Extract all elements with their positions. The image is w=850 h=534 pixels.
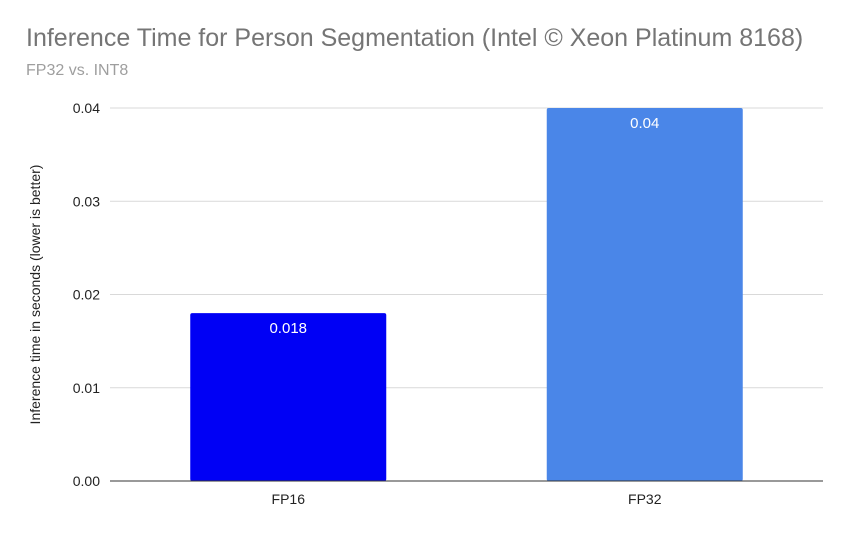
data-label-fp16: 0.018 (269, 320, 307, 337)
bars: 0.018 0.04 (190, 108, 743, 481)
x-axis-ticks: FP16 FP32 (272, 491, 662, 507)
x-tick-label: FP32 (628, 491, 662, 507)
y-axis-title: Inference time in seconds (lower is bett… (27, 165, 43, 425)
y-tick-label: 0.03 (73, 193, 100, 209)
chart-subtitle: FP32 vs. INT8 (26, 62, 129, 79)
y-tick-label: 0.02 (73, 287, 100, 303)
y-tick-label: 0.01 (73, 380, 100, 396)
data-label-fp32: 0.04 (630, 115, 659, 132)
bar-fp32 (546, 108, 743, 481)
bar-fp16 (190, 313, 387, 481)
y-axis-ticks: 0.00 0.01 0.02 0.03 0.04 (73, 100, 100, 489)
chart-title: Inference Time for Person Segmentation (… (26, 24, 804, 52)
x-tick-label: FP16 (272, 491, 306, 507)
y-tick-label: 0.04 (73, 100, 100, 116)
y-tick-label: 0.00 (73, 473, 100, 489)
